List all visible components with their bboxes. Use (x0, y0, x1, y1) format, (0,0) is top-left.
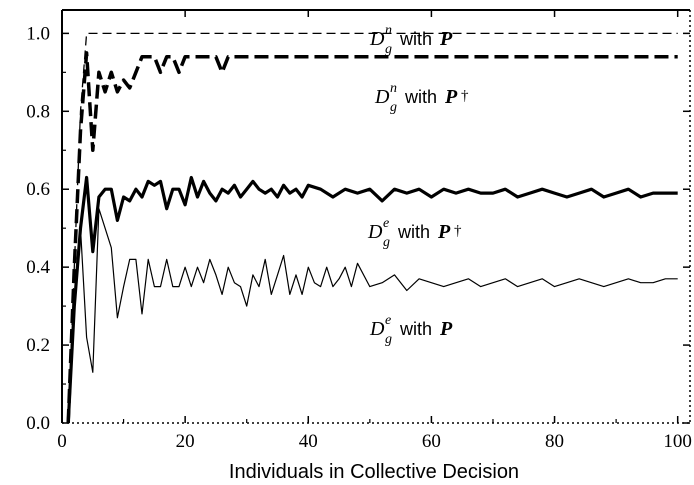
label-subscript: g (390, 100, 397, 115)
y-tick-label: 0.6 (26, 179, 50, 200)
x-tick-label: 60 (422, 431, 441, 452)
y-tick-label: 0.4 (26, 257, 50, 278)
series-line (67, 32, 678, 424)
label-dagger: † (454, 223, 462, 239)
series-1 (67, 32, 678, 424)
y-tick-label: 1.0 (26, 23, 50, 44)
series-layer (66, 32, 678, 424)
label-superscript: e (385, 313, 391, 328)
y-tick-label: 0.0 (26, 413, 50, 434)
x-tick-label: 0 (57, 431, 67, 452)
x-tick-label: 20 (176, 431, 195, 452)
label-subscript: g (385, 42, 392, 57)
x-tick-label: 40 (299, 431, 318, 452)
label-symbol: D (369, 318, 385, 340)
label-matrix: P (439, 28, 453, 50)
y-tick-label: 0.8 (26, 101, 50, 122)
label-text: with (399, 319, 432, 339)
label-superscript: n (390, 81, 397, 96)
series-2 (66, 51, 678, 424)
label-symbol: D (367, 221, 383, 243)
series-3 (66, 175, 678, 424)
series-line (66, 51, 678, 424)
x-tick-label: 100 (663, 431, 692, 452)
label-subscript: g (383, 235, 390, 250)
y-tick-label: 0.2 (26, 335, 50, 356)
label-matrix: P (444, 86, 458, 108)
series-line (67, 208, 678, 424)
label-symbol: D (369, 28, 385, 50)
label-text: with (404, 87, 437, 107)
series-line (66, 175, 678, 424)
x-axis-title: Individuals in Collective Decision (229, 461, 519, 483)
series-4 (67, 208, 678, 424)
label-superscript: e (383, 216, 389, 231)
plot-area: 0 20 40 60 80 100 0.0 0.2 0.4 0.6 0.8 1.0 (26, 9, 692, 452)
x-tick-label: 80 (545, 431, 564, 452)
label-symbol: D (374, 86, 390, 108)
label-text: with (397, 222, 430, 242)
label-superscript: n (385, 23, 392, 38)
label-subscript: g (385, 332, 392, 347)
label-matrix: P (437, 221, 451, 243)
label-dagger: † (461, 88, 469, 104)
label-text: with (399, 29, 432, 49)
label-matrix: P (439, 318, 453, 340)
